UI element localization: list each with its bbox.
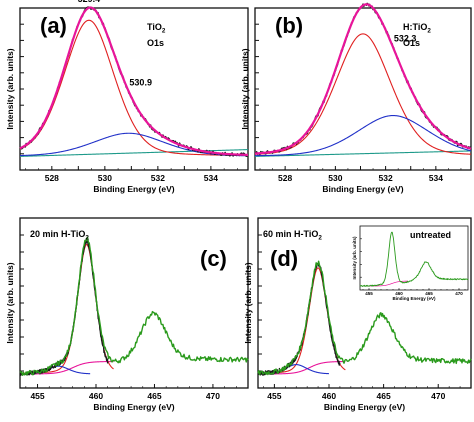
y-axis-title: Intensity (arb. units) [240, 48, 250, 129]
series-component-line [19, 19, 249, 157]
material-label: TiO2 [147, 22, 166, 35]
x-axis-title: Binding Energy (eV) [322, 184, 403, 194]
y-axis-title: Intensity (arb. units) [243, 262, 253, 343]
material-label: H:TiO2 [403, 22, 431, 35]
series-data-line [359, 231, 469, 287]
x-tick-label: 532 [379, 173, 393, 183]
y-axis-title: Intensity (arb. units) [352, 236, 357, 280]
panel-a: 528 530 532 534 Binding Energy (eV) Intensity… [5, 0, 249, 194]
x-tick-label: 532 [151, 173, 165, 183]
series-baseline-line [254, 150, 472, 157]
x-tick-label: 470 [206, 391, 220, 401]
x-tick-label: 530 [98, 173, 112, 183]
plot-frame [254, 7, 472, 171]
inset-title: untreated [410, 230, 451, 240]
x-axis-title: Binding Energy (eV) [93, 402, 174, 412]
series-baseline-line [263, 360, 346, 375]
x-tick-label: 465 [147, 391, 161, 401]
panel-b: 528 530 532 534 Binding Energy (eV) Intensity… [240, 0, 472, 194]
peak-label: 531.1 [352, 0, 375, 1]
x-tick-label: 455 [30, 391, 44, 401]
x-axis-title: Binding Energy (eV) [324, 402, 405, 412]
x-tick-label: 470 [455, 291, 463, 296]
x-tick-label: 460 [395, 291, 403, 296]
inset-plot: 455 460 465 470 Binding Energy (eV) Intensity… [352, 225, 469, 301]
panel-label: (a) [40, 13, 67, 38]
peak-label: 530.9 [129, 77, 152, 87]
x-tick-label: 528 [45, 173, 59, 183]
panel-label: (c) [200, 246, 227, 271]
series-envelope-line [19, 6, 249, 156]
x-axis-title: Binding Energy (eV) [93, 184, 174, 194]
x-tick-label: 534 [204, 173, 218, 183]
series-component-line [254, 115, 472, 157]
series-data-line [257, 260, 472, 376]
y-axis-title: Intensity (arb. units) [5, 48, 15, 129]
peak-label: 532.3 [394, 34, 417, 44]
x-tick-label: 470 [431, 391, 445, 401]
panel-c: 455 460 465 470 Binding Energy (eV) Intensity… [5, 217, 249, 412]
x-tick-label: 455 [365, 291, 373, 296]
x-tick-label: 528 [278, 173, 292, 183]
core-level-label: O1s [403, 38, 420, 48]
plot-frame [19, 217, 249, 389]
x-axis-title: Binding Energy (eV) [392, 296, 436, 301]
series-envelope-line [254, 3, 472, 155]
x-tick-label: 534 [429, 173, 443, 183]
x-tick-label: 460 [89, 391, 103, 401]
panel-d: 455 460 465 470 Binding Energy (eV) Intensity… [243, 217, 472, 412]
y-axis-title: Intensity (arb. units) [5, 262, 15, 343]
peak-label: 529.4 [78, 0, 101, 4]
treatment-label: 60 min H-TiO2 [263, 229, 322, 242]
series-data-line [19, 236, 249, 377]
x-tick-label: 465 [425, 291, 433, 296]
x-tick-label: 455 [267, 391, 281, 401]
core-level-label: O1s [147, 38, 164, 48]
x-tick-label: 530 [328, 173, 342, 183]
x-tick-label: 465 [377, 391, 391, 401]
x-tick-label: 460 [322, 391, 336, 401]
panel-label: (b) [275, 13, 303, 38]
panel-label: (d) [270, 246, 298, 271]
treatment-label: 20 min H-TiO2 [30, 229, 89, 242]
